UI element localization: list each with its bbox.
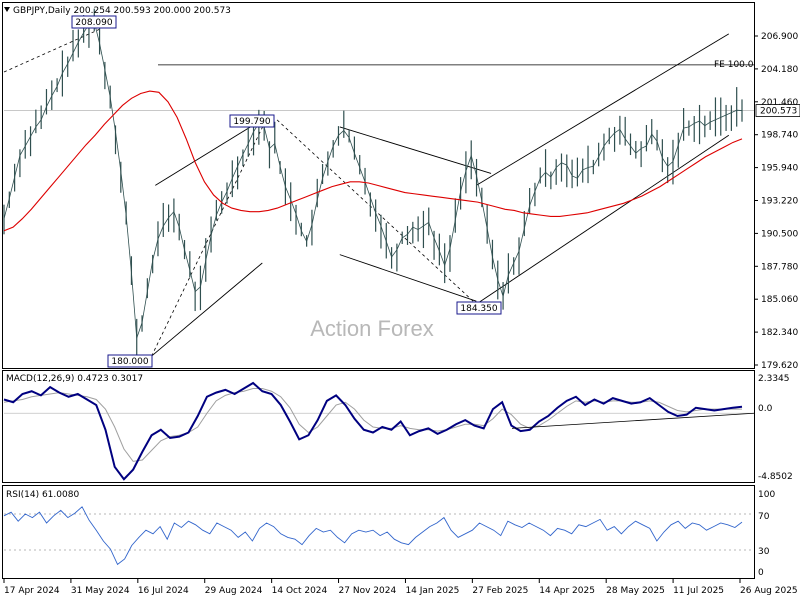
x-tick-label: 27 Feb 2025 [472,586,528,596]
x-tick-label: 14 Oct 2024 [272,586,328,596]
collapse-triangle-icon[interactable] [4,7,10,12]
rsi-y-tick-label: 0 [758,568,764,578]
fib-dashed-line-1 [151,119,267,357]
price-y-tick-label: 182.340 [761,328,798,338]
price-close-line [3,21,743,339]
macd-label: MACD(12,26,9) 0.4723 0.3017 [6,374,143,384]
rsi-series [3,506,754,566]
annotation-label: 199.790 [233,117,270,127]
price-y-tick-label: 206.900 [761,32,798,42]
fib-dashed-line-2 [276,119,477,305]
x-tick-label: 14 Jan 2025 [405,586,459,596]
current-price-box [755,104,800,117]
annotation-box [107,354,153,368]
x-tick-label: 26 Aug 2025 [740,586,798,596]
price-y-tick-label: 204.180 [761,65,798,75]
price-y-tick-label: 201.460 [761,98,798,108]
x-tick-label: 17 Apr 2024 [4,586,60,596]
channel-line-0 [155,116,267,186]
macd-line [3,381,743,481]
price-y-tick-label: 179.620 [761,361,798,371]
rsi-y-tick-label: 100 [758,490,775,500]
channel-line-3 [339,254,477,302]
annotation-box [71,15,117,29]
channel-line-2 [339,126,492,174]
x-tick-label: 27 Nov 2024 [339,586,397,596]
price-y-tick-label: 187.780 [761,262,798,272]
rsi-panel-frame [2,485,755,579]
rsi-label: RSI(14) 61.0080 [6,490,79,500]
x-tick-label: 31 May 2024 [71,586,130,596]
symbol-header: GBPJPY,Daily 200.254 200.593 200.000 200… [13,6,231,16]
annotation-box [229,114,275,128]
price-series [3,8,754,357]
current-price-label: 200.573 [760,107,797,117]
channel-line-5 [476,134,730,305]
price-y-tick-label: 190.500 [761,229,798,239]
fib-dashed-line-0 [3,20,119,73]
watermark: Action Forex [310,316,434,341]
price-annotations: 208.090 199.790 180.000 184.350 FE 100.0 [71,15,754,368]
moving-average-line [3,90,743,232]
price-y-tick-label: 195.940 [761,164,798,174]
x-tick-label: 29 Aug 2024 [205,586,263,596]
channel-line-1 [151,262,263,357]
macd-trend-line [511,412,755,429]
rsi-line [3,506,743,566]
annotation-label: 208.090 [75,18,112,28]
rsi-y-tick-label: 70 [758,512,770,522]
rsi-y-tick-label: 30 [758,547,770,557]
x-tick-label: 16 Jul 2024 [138,586,189,596]
macd-y-tick-label: -4.8502 [758,472,793,482]
fe-label: FE 100.0 [714,60,754,70]
macd-series [3,381,755,481]
channel-line-4 [476,33,730,186]
annotation-box [456,301,502,315]
price-y-tick-label: 185.060 [761,295,798,305]
x-tick-label: 14 Apr 2025 [539,586,595,596]
axis-labels: 206.900 204.180 201.460 198.740 195.940 193.2… [3,32,800,596]
macd-y-tick-label: 0.0 [758,404,773,414]
annotation-label: 184.350 [460,304,497,314]
annotation-label: 180.000 [111,357,148,367]
price-y-tick-label: 198.740 [761,131,798,141]
price-y-tick-label: 193.220 [761,197,798,207]
x-tick-label: 28 May 2025 [606,586,665,596]
macd-signal-line [3,388,743,462]
macd-y-tick-label: 2.3345 [758,374,790,384]
macd-panel-frame [2,370,755,483]
x-tick-label: 11 Jul 2025 [673,586,724,596]
price-panel-frame [2,2,755,369]
